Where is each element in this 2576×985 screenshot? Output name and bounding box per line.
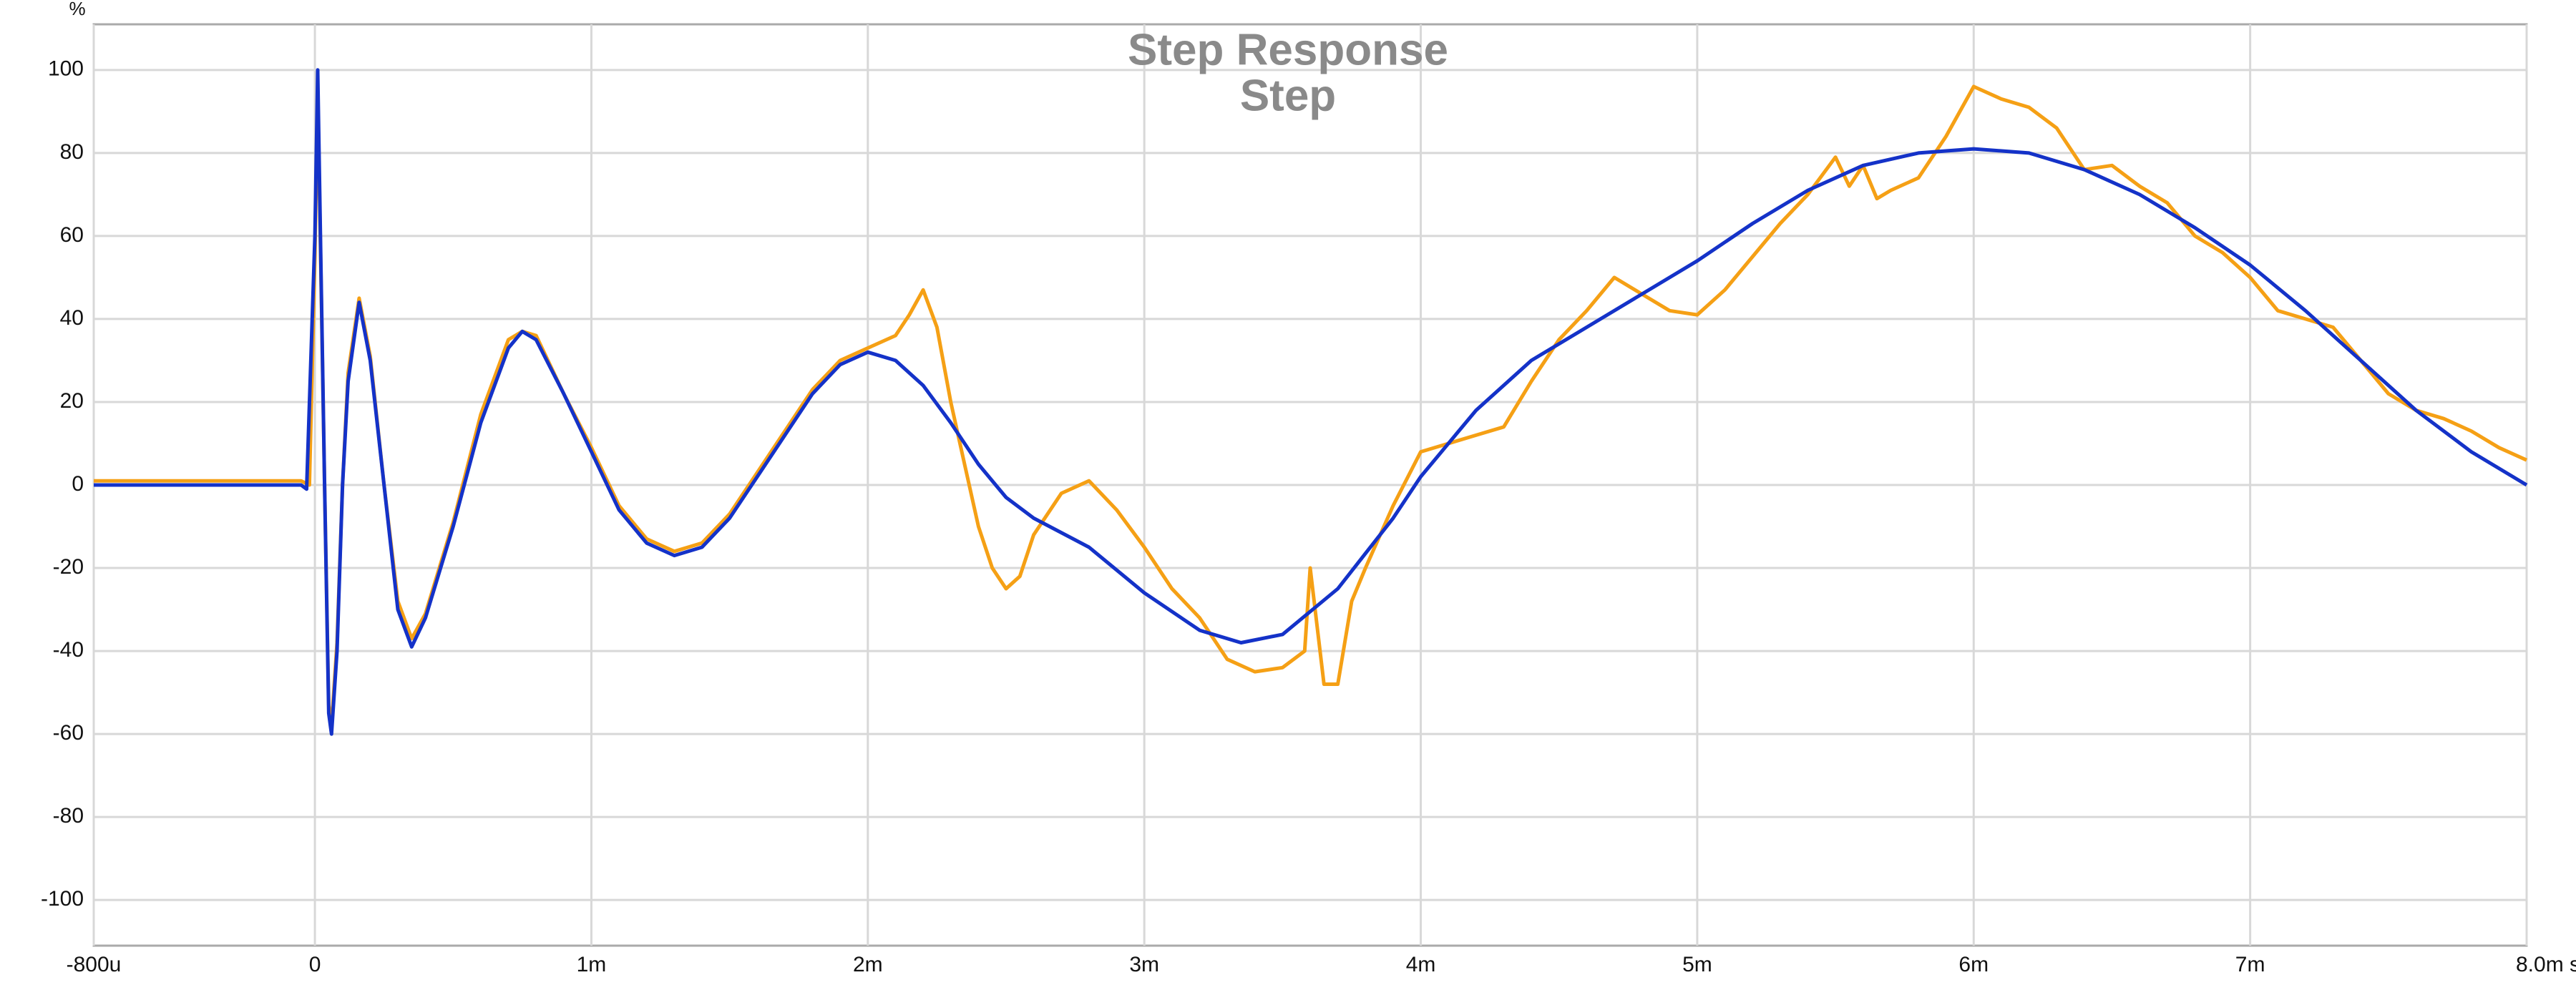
y-tick-label: 0 bbox=[72, 472, 84, 496]
x-tick-label: 6m bbox=[1958, 953, 1989, 976]
y-tick-label: 20 bbox=[60, 389, 84, 413]
x-tick-label: 4m bbox=[1406, 953, 1436, 976]
y-tick-label: 60 bbox=[60, 223, 84, 247]
y-tick-label: 100 bbox=[48, 57, 84, 81]
chart-subtitle: Step bbox=[1240, 71, 1336, 120]
y-tick-label: -40 bbox=[53, 638, 84, 662]
y-tick-label: -100 bbox=[41, 887, 84, 911]
chart-title: Step Response bbox=[1128, 25, 1448, 74]
y-tick-label: 80 bbox=[60, 140, 84, 164]
x-tick-label: 8.0m s bbox=[2516, 953, 2576, 976]
x-tick-label: -800u bbox=[67, 953, 122, 976]
y-tick-label: -60 bbox=[53, 721, 84, 745]
x-tick-label: 5m bbox=[1682, 953, 1712, 976]
y-axis-label: % bbox=[69, 0, 85, 19]
x-tick-label: 7m bbox=[2235, 953, 2265, 976]
y-tick-label: 40 bbox=[60, 306, 84, 330]
x-tick-label: 0 bbox=[309, 953, 321, 976]
y-tick-label: -20 bbox=[53, 555, 84, 579]
x-tick-label: 3m bbox=[1129, 953, 1159, 976]
series-line bbox=[94, 68, 2528, 736]
y-tick-label: -80 bbox=[53, 804, 84, 828]
x-tick-label: 2m bbox=[853, 953, 883, 976]
x-tick-label: 1m bbox=[577, 953, 607, 976]
